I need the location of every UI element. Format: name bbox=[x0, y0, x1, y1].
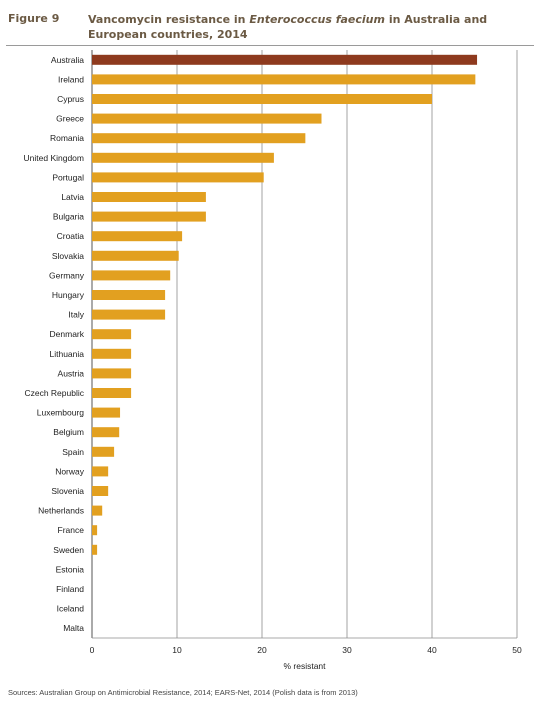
bar-australia bbox=[92, 54, 478, 65]
bar-czech-republic bbox=[92, 388, 132, 398]
bar-netherlands bbox=[92, 505, 103, 516]
x-tick-labels: 0 10 20 30 40 50 bbox=[90, 645, 522, 655]
figure-title: Vancomycin resistance in Enterococcus fa… bbox=[88, 12, 528, 42]
bar-ireland bbox=[92, 74, 476, 85]
bar-slovenia bbox=[92, 486, 109, 496]
bar-romania bbox=[92, 133, 306, 144]
category-label: Portugal bbox=[52, 172, 84, 182]
category-label: Iceland bbox=[57, 604, 85, 614]
bar-united-kingdom bbox=[92, 152, 274, 163]
category-label: Croatia bbox=[57, 231, 85, 241]
category-label: Australia bbox=[51, 55, 84, 65]
category-label: Germany bbox=[49, 270, 85, 280]
category-label: Hungary bbox=[52, 290, 85, 300]
category-label: Cyprus bbox=[57, 94, 84, 104]
category-label: Spain bbox=[62, 447, 84, 457]
x-tick-label: 20 bbox=[257, 645, 267, 655]
category-label: Malta bbox=[63, 623, 84, 633]
category-label: Netherlands bbox=[38, 506, 84, 516]
category-label: Latvia bbox=[61, 192, 84, 202]
category-label: Lithuania bbox=[49, 349, 84, 359]
bar-slovakia bbox=[92, 250, 179, 261]
bar-norway bbox=[92, 466, 109, 477]
figure-title-suffix: in Australia and European countries, 201… bbox=[88, 13, 488, 41]
x-axis-title: % resistant bbox=[283, 661, 326, 671]
bar-croatia bbox=[92, 231, 183, 242]
x-tick-label: 10 bbox=[172, 645, 182, 655]
category-label: Norway bbox=[55, 466, 85, 476]
figure-label: Figure 9 bbox=[8, 12, 60, 25]
bar-greece bbox=[92, 113, 322, 124]
bar-luxembourg bbox=[92, 407, 121, 418]
category-label: Sweden bbox=[53, 545, 84, 555]
category-label: Romania bbox=[50, 133, 84, 143]
bar-france bbox=[92, 525, 98, 536]
category-label: Belgium bbox=[53, 427, 84, 437]
bar-italy bbox=[92, 309, 166, 320]
category-label: Bulgaria bbox=[53, 212, 84, 222]
category-label: Greece bbox=[56, 114, 84, 124]
category-label: France bbox=[58, 525, 85, 535]
category-label: Denmark bbox=[50, 329, 85, 339]
bar-portugal bbox=[92, 172, 264, 183]
figure-header: Figure 9 Vancomycin resistance in Entero… bbox=[6, 12, 534, 46]
bar-spain bbox=[92, 446, 115, 457]
bar-hungary bbox=[92, 290, 166, 300]
x-tick-label: 0 bbox=[90, 645, 95, 655]
category-label: Czech Republic bbox=[24, 388, 84, 398]
x-tick-label: 30 bbox=[342, 645, 352, 655]
category-label: United Kingdom bbox=[24, 153, 84, 163]
bar-latvia bbox=[92, 192, 206, 202]
category-label: Italy bbox=[68, 310, 84, 320]
x-tick-label: 40 bbox=[427, 645, 437, 655]
bar-austria bbox=[92, 368, 132, 379]
bar-chart: Australia Ireland Cyprus Greece Romania Unite… bbox=[24, 50, 522, 671]
bar-bulgaria bbox=[92, 211, 206, 222]
bars bbox=[92, 54, 478, 555]
bar-cyprus bbox=[92, 94, 432, 104]
bar-denmark bbox=[92, 329, 132, 340]
category-label: Slovenia bbox=[51, 486, 84, 496]
category-labels: Australia Ireland Cyprus Greece Romania Unite… bbox=[24, 55, 85, 633]
category-label: Austria bbox=[58, 368, 85, 378]
x-tick-label: 50 bbox=[512, 645, 522, 655]
source-note: Sources: Australian Group on Antimicrobi… bbox=[8, 688, 358, 697]
bar-germany bbox=[92, 270, 171, 281]
category-label: Finland bbox=[56, 584, 84, 594]
category-label: Slovakia bbox=[52, 251, 84, 261]
grid-lines bbox=[91, 50, 518, 639]
category-label: Luxembourg bbox=[37, 408, 85, 418]
category-label: Ireland bbox=[58, 74, 84, 84]
figure-title-prefix: Vancomycin resistance in bbox=[88, 13, 250, 26]
bar-belgium bbox=[92, 427, 120, 438]
header-divider bbox=[6, 45, 534, 46]
figure-title-organism: Enterococcus faecium bbox=[249, 13, 385, 26]
bar-sweden bbox=[92, 544, 98, 555]
category-label: Estonia bbox=[56, 564, 85, 574]
bar-lithuania bbox=[92, 348, 132, 359]
